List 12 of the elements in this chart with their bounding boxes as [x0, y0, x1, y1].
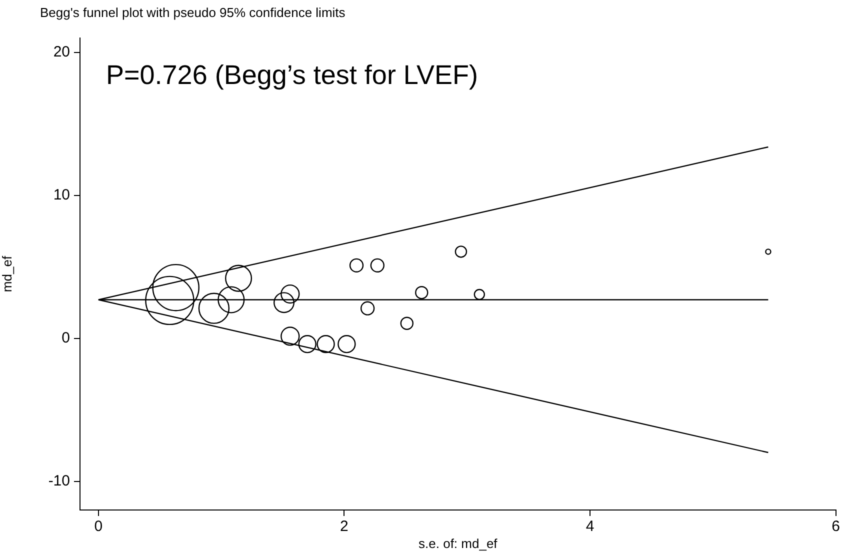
- y-axis-title: md_ef: [0, 256, 14, 292]
- x-tick-label: 6: [832, 518, 840, 536]
- x-axis-title: s.e. of: md_ef: [418, 536, 498, 551]
- chart-title: Begg's funnel plot with pseudo 95% confidence limits: [40, 5, 346, 20]
- y-tick-label: 20: [53, 43, 70, 60]
- y-tick-label: -10: [48, 472, 70, 490]
- y-tick-label: 0: [62, 330, 70, 347]
- y-tick-label: 10: [53, 186, 70, 204]
- x-tick-label: 4: [586, 518, 594, 536]
- x-tick-label: 2: [340, 518, 348, 536]
- x-tick-label: 0: [94, 518, 103, 536]
- annotation: P=0.726 (Begg’s test for LVEF): [106, 60, 478, 90]
